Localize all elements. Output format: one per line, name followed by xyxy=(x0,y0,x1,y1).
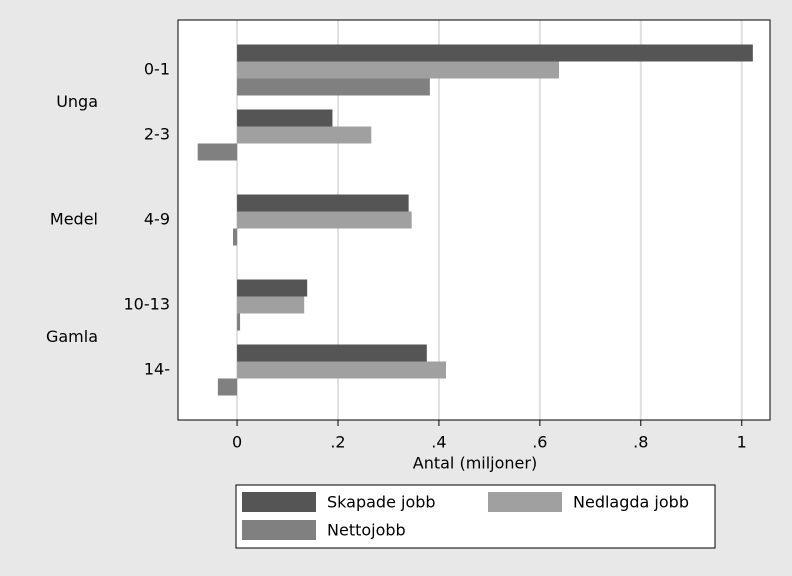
bar xyxy=(237,361,446,379)
x-tick-label: 0 xyxy=(232,433,242,452)
bar xyxy=(237,344,427,362)
x-tick-label: .6 xyxy=(532,433,547,452)
bar xyxy=(237,109,333,127)
bar xyxy=(237,194,409,212)
x-tick-label: 1 xyxy=(737,433,747,452)
category-label: 0-1 xyxy=(144,60,170,79)
group-label: Medel xyxy=(50,210,98,229)
bar xyxy=(233,228,238,246)
category-label: 4-9 xyxy=(144,210,170,229)
x-tick-label: .4 xyxy=(431,433,446,452)
legend-swatch xyxy=(242,520,316,540)
x-tick-label: .2 xyxy=(330,433,345,452)
bar xyxy=(237,61,560,79)
bar xyxy=(237,126,372,144)
bar xyxy=(197,143,238,161)
legend-label: Nettojobb xyxy=(327,521,406,540)
bar xyxy=(217,378,238,396)
legend-label: Skapade jobb xyxy=(327,493,436,512)
x-tick-label: .8 xyxy=(633,433,648,452)
legend-label: Nedlagda jobb xyxy=(573,493,689,512)
bar xyxy=(237,279,308,297)
bar xyxy=(237,78,430,96)
bar xyxy=(237,44,753,62)
category-label: 14- xyxy=(144,360,170,379)
bar xyxy=(237,211,412,229)
legend-swatch xyxy=(488,492,562,512)
x-axis-title: Antal (miljoner) xyxy=(413,454,537,473)
plot-border xyxy=(177,19,771,421)
category-label: 10-13 xyxy=(124,295,171,314)
group-label: Unga xyxy=(56,92,98,111)
legend-swatch xyxy=(242,492,316,512)
category-label: 2-3 xyxy=(144,125,170,144)
bar xyxy=(237,296,305,314)
group-label: Gamla xyxy=(46,327,98,346)
bar xyxy=(237,313,241,331)
